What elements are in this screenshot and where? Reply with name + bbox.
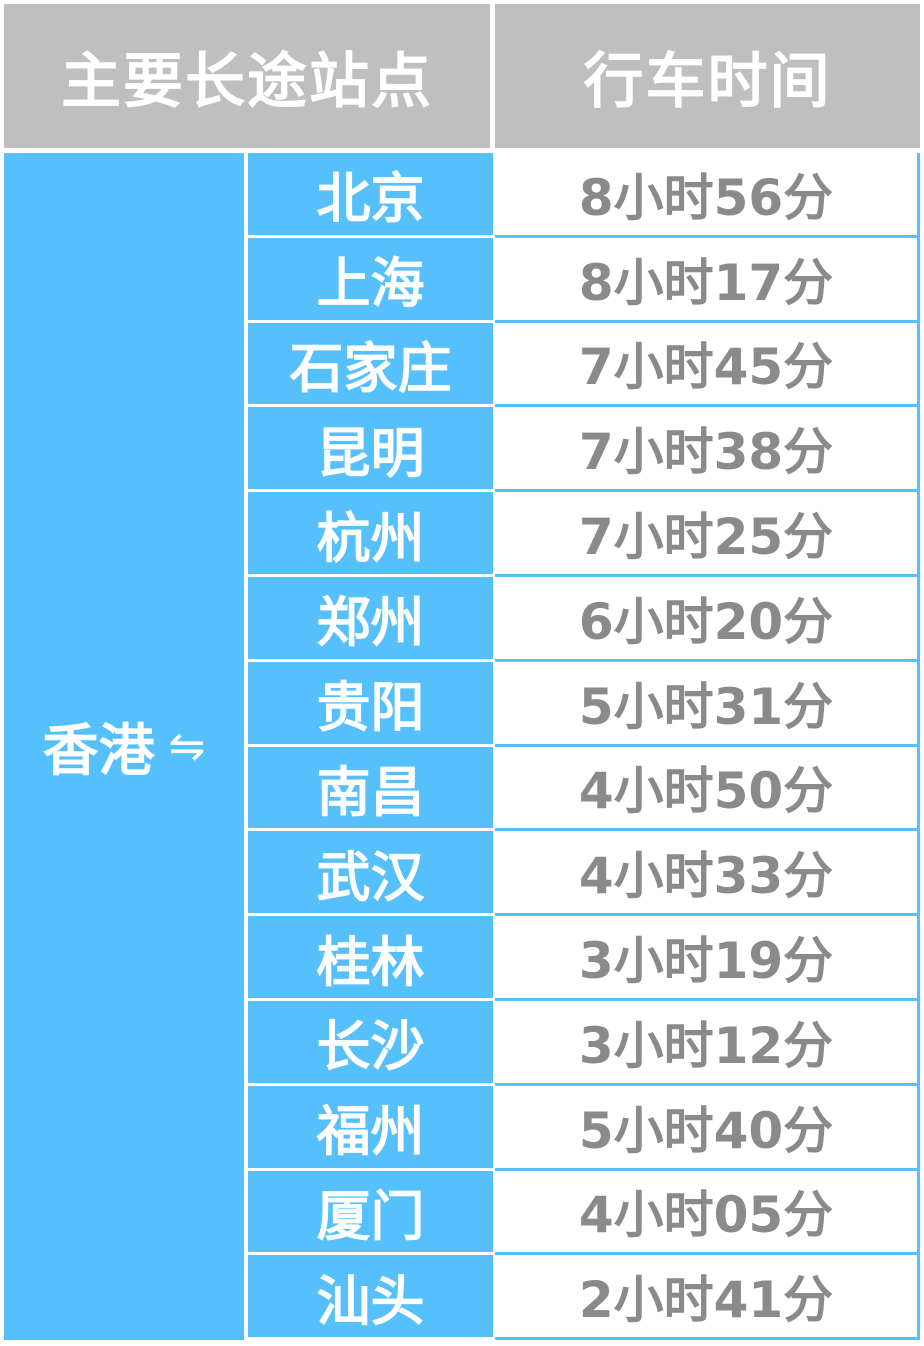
- travel-time-cell: 2小时41分: [495, 1255, 920, 1341]
- city-cell: 上海: [248, 237, 493, 323]
- table-row: 长沙 3小时12分: [248, 1000, 920, 1086]
- travel-time-cell: 3小时19分: [495, 916, 920, 1001]
- travel-time-cell: 8小时56分: [495, 153, 920, 238]
- travel-time-cell: 7小时45分: [495, 322, 920, 408]
- city-cell: 桂林: [248, 916, 493, 1001]
- header-stations: 主要长途站点: [4, 4, 490, 148]
- city-cell: 长沙: [248, 1000, 493, 1086]
- table-row: 杭州 7小时25分: [248, 492, 920, 577]
- travel-time-cell: 7小时25分: [495, 492, 920, 577]
- origin-cell: 香港 ⇋: [4, 153, 244, 1340]
- header-travel-time: 行车时间: [495, 4, 920, 148]
- travel-time-cell: 4小时05分: [495, 1170, 920, 1256]
- table-row: 郑州 6小时20分: [248, 576, 920, 662]
- city-cell: 福州: [248, 1085, 493, 1171]
- table-row: 南昌 4小时50分: [248, 746, 920, 832]
- travel-time-cell: 6小时20分: [495, 576, 920, 662]
- table-row: 汕头 2小时41分: [248, 1255, 920, 1341]
- table-row: 福州 5小时40分: [248, 1085, 920, 1171]
- table-row: 北京 8小时56分: [248, 153, 920, 238]
- city-cell: 郑州: [248, 576, 493, 662]
- table-row: 昆明 7小时38分: [248, 407, 920, 493]
- table-row: 上海 8小时17分: [248, 237, 920, 323]
- city-cell: 贵阳: [248, 661, 493, 747]
- city-cell: 汕头: [248, 1255, 493, 1341]
- origin-name: 香港: [42, 719, 155, 784]
- bidirectional-arrow-icon: ⇋: [168, 721, 206, 772]
- city-cell: 武汉: [248, 831, 493, 917]
- travel-time-cell: 7小时38分: [495, 407, 920, 493]
- travel-time-cell: 4小时33分: [495, 831, 920, 917]
- city-cell: 北京: [248, 153, 493, 238]
- city-cell: 杭州: [248, 492, 493, 577]
- table-row: 厦门 4小时05分: [248, 1170, 920, 1256]
- travel-time-cell: 5小时31分: [495, 661, 920, 747]
- table-row: 桂林 3小时19分: [248, 916, 920, 1001]
- city-cell: 南昌: [248, 746, 493, 832]
- city-cell: 昆明: [248, 407, 493, 493]
- route-table: 北京 8小时56分 上海 8小时17分 石家庄 7小时45分 昆明 7小时38分 杭州 7小时25…: [248, 153, 920, 1341]
- travel-time-cell: 8小时17分: [495, 237, 920, 323]
- travel-time-cell: 3小时12分: [495, 1000, 920, 1086]
- table-row: 石家庄 7小时45分: [248, 322, 920, 408]
- city-cell: 厦门: [248, 1170, 493, 1256]
- travel-time-cell: 4小时50分: [495, 746, 920, 832]
- table-row: 武汉 4小时33分: [248, 831, 920, 917]
- table-row: 贵阳 5小时31分: [248, 661, 920, 747]
- city-cell: 石家庄: [248, 322, 493, 408]
- travel-time-cell: 5小时40分: [495, 1085, 920, 1171]
